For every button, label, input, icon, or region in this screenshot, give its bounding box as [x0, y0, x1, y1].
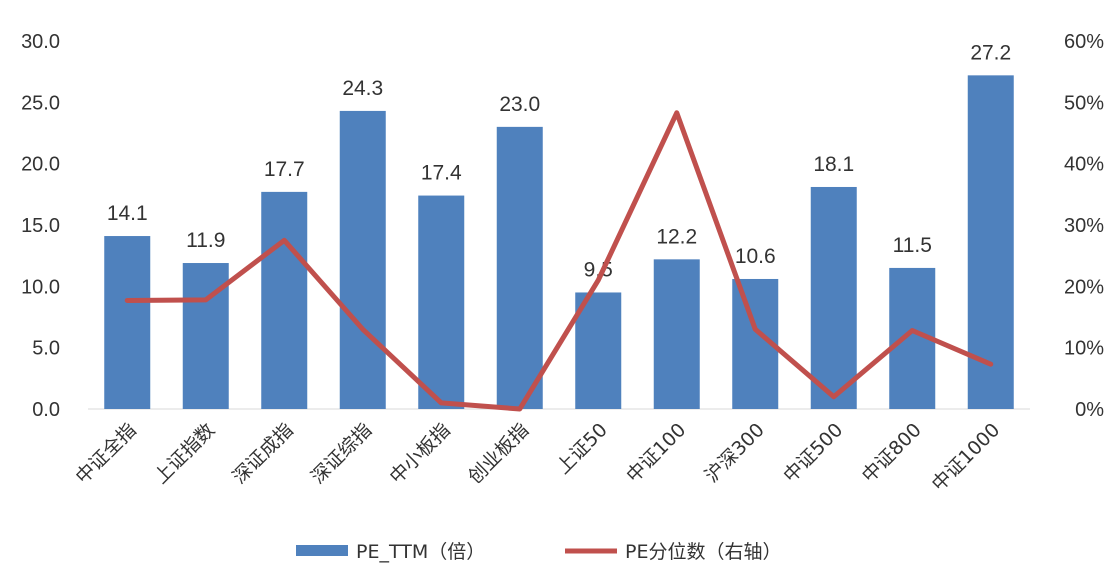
bar — [104, 236, 151, 409]
right-tick-label: 20% — [1064, 276, 1104, 298]
line-series — [124, 110, 994, 412]
left-tick-label: 20.0 — [21, 154, 60, 176]
category-label: 中证全指 — [71, 419, 140, 488]
left-tick-label: 10.0 — [21, 276, 60, 298]
left-axis: 0.0 5.0 10.0 15.0 20.0 25.0 30.0 — [21, 31, 60, 421]
right-tick-label: 0% — [1075, 399, 1104, 421]
bar-data-label: 11.9 — [186, 229, 225, 252]
bar — [653, 259, 700, 409]
bar-data-label: 27.2 — [970, 41, 1011, 64]
bar — [810, 186, 857, 409]
category-label: 中证1000 — [928, 419, 1005, 496]
right-tick-label: 30% — [1064, 215, 1104, 237]
bar — [418, 195, 465, 409]
category-label: 中证100 — [622, 419, 690, 487]
bar-data-label: 23.0 — [499, 93, 540, 116]
category-label: 中小板指 — [385, 419, 454, 488]
bar-data-label: 18.1 — [813, 153, 854, 176]
category-label: 中证800 — [858, 419, 926, 487]
bar — [575, 292, 622, 409]
category-label: 中证500 — [779, 419, 847, 487]
bar-data-labels: 14.111.917.724.317.423.09.512.210.618.11… — [107, 41, 1011, 281]
bar — [339, 110, 386, 410]
category-axis-labels: 中证全指 上证指数 深证成指 深证综指 中小板指 创业板指 上证50 中证100 沪深300 中证… — [71, 419, 1004, 496]
bar — [496, 126, 543, 409]
left-tick-label: 30.0 — [21, 31, 60, 53]
bar — [261, 191, 308, 409]
left-tick-label: 15.0 — [21, 215, 60, 237]
category-label: 上证50 — [552, 419, 612, 479]
legend: PE_TTM（倍） PE分位数（右轴） — [296, 541, 781, 563]
right-tick-label: 50% — [1064, 92, 1104, 114]
right-tick-label: 60% — [1064, 31, 1104, 53]
category-label: 深证成指 — [228, 419, 297, 488]
left-tick-label: 25.0 — [21, 92, 60, 114]
right-axis: 0% 10% 20% 30% 40% 50% 60% — [1064, 31, 1104, 421]
right-tick-label: 10% — [1064, 338, 1104, 360]
category-label: 创业板指 — [464, 419, 533, 488]
bar-data-label: 11.5 — [893, 234, 932, 257]
line-path — [124, 110, 994, 412]
category-label: 沪深300 — [701, 419, 769, 487]
bar-data-label: 10.6 — [735, 245, 776, 268]
legend-bar-swatch — [296, 545, 348, 556]
category-label: 上证指数 — [150, 419, 219, 488]
bar-data-label: 12.2 — [656, 225, 697, 248]
bar-data-label: 14.1 — [107, 202, 148, 225]
left-tick-label: 0.0 — [32, 399, 60, 421]
bar-data-label: 17.4 — [421, 162, 462, 185]
legend-line-label: PE分位数（右轴） — [625, 541, 781, 563]
right-tick-label: 40% — [1064, 154, 1104, 176]
bar-series — [104, 75, 1014, 410]
legend-bar-label: PE_TTM（倍） — [356, 541, 485, 563]
left-tick-label: 5.0 — [32, 338, 60, 360]
bar — [967, 75, 1014, 409]
bar-data-label: 24.3 — [342, 77, 383, 100]
bar-data-label: 17.7 — [264, 158, 305, 181]
category-label: 深证综指 — [307, 419, 376, 488]
